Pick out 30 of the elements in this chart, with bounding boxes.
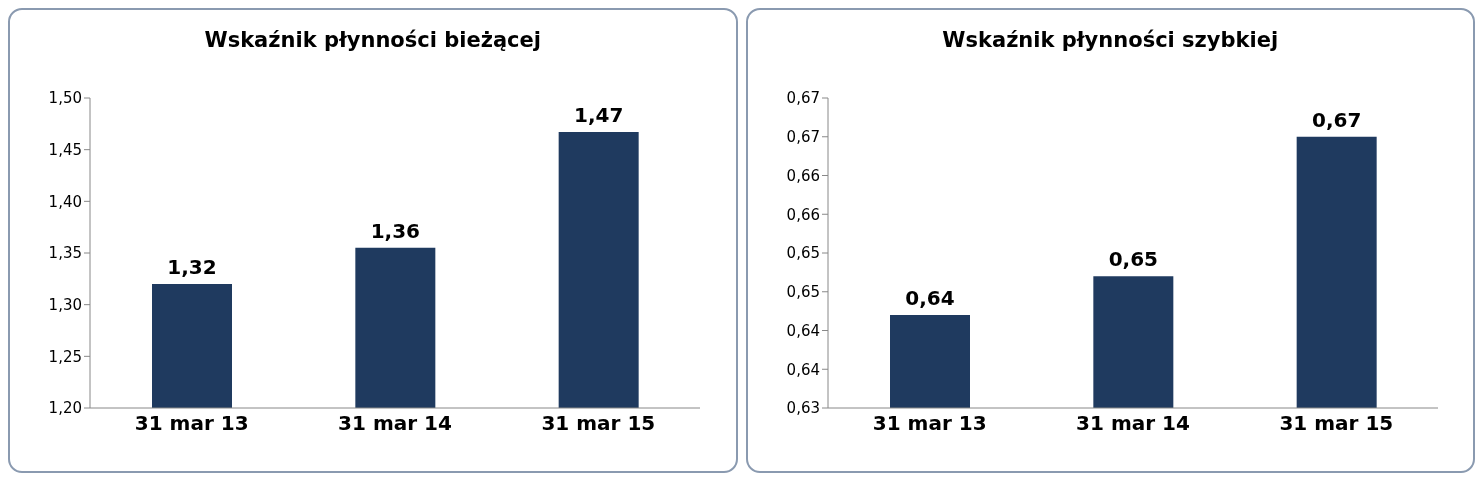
x-tick-label: 31 mar 13 [134,411,249,436]
data-label: 1,36 [370,218,421,243]
data-label: 1,32 [167,255,217,279]
x-tick-label: 31 mar 15 [541,411,656,436]
x-tick-label: 31 mar 14 [338,411,452,436]
y-tick-label: 0,67 [786,89,820,108]
y-tick-label: 0,65 [786,283,820,302]
y-tick-label: 0,64 [786,360,820,379]
y-tick-label: 0,66 [786,205,820,224]
y-tick-label: 1,25 [48,347,82,366]
y-tick-label: 0,65 [786,244,820,263]
y-tick-label: 1,40 [48,192,82,211]
data-label: 1,47 [573,103,624,128]
y-tick-label: 0,63 [786,399,820,418]
y-tick-label: 0,67 [786,128,820,147]
x-tick-label: 31 mar 14 [1075,411,1190,436]
y-tick-label: 1,45 [48,140,82,159]
y-tick-label: 1,35 [48,244,82,263]
chart-title: Wskaźnik płynności bieżącej [203,28,542,54]
y-tick-label: 0,64 [786,321,820,340]
chart-title: Wskaźnik płynności szybkiej [941,28,1280,54]
y-tick-label: 1,30 [48,295,82,314]
data-label: 0,67 [1311,107,1361,132]
x-tick-label: 31 mar 13 [872,411,987,436]
x-tick-label: 31 mar 15 [1278,411,1393,436]
y-tick-label: 0,66 [786,166,820,185]
y-tick-label: 1,50 [48,89,82,108]
data-label: 0,64 [904,286,955,310]
y-tick-label: 1,20 [48,399,82,418]
data-label: 0,65 [1108,247,1158,272]
